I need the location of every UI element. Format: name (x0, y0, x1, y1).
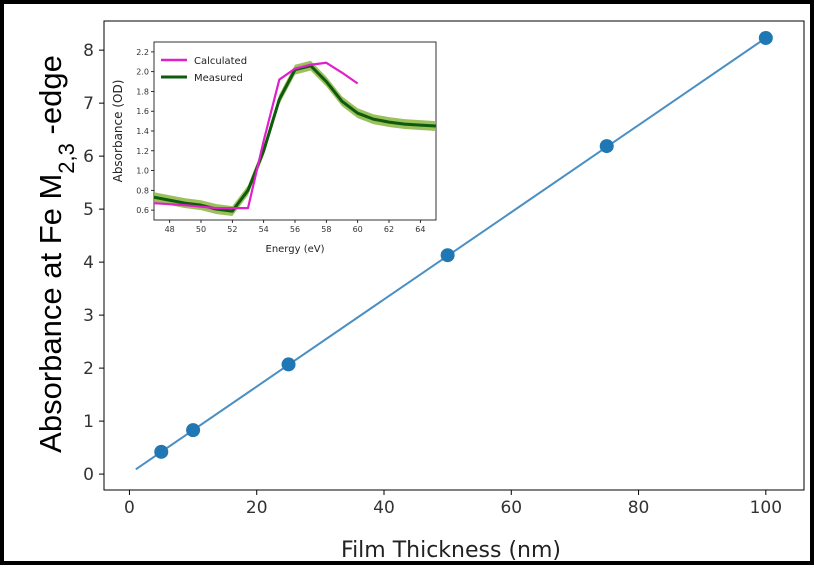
measured-noise-band (154, 60, 436, 217)
legend-label-calculated: Calculated (194, 56, 247, 67)
inset-y-tick-label: 1.2 (136, 147, 149, 156)
inset-x-tick-label: 48 (165, 225, 175, 234)
inset-y-tick-label: 1.4 (136, 127, 149, 136)
data-point (758, 30, 773, 45)
inset-x-tick-label: 58 (321, 225, 331, 234)
data-point (599, 139, 614, 154)
calculated-line (154, 61, 359, 210)
inset-y-tick-label: 1.8 (136, 87, 149, 96)
y-tick-label: 5 (83, 200, 94, 220)
y-tick-label: 4 (83, 253, 94, 273)
data-point (440, 248, 455, 263)
y-tick-label: 0 (83, 465, 94, 485)
chart-svg: Absorbance at Fe M2,3 -edge Film Thickne… (33, 20, 805, 563)
inset-y-tick-label: 0.8 (136, 186, 149, 195)
inset-y-tick-label: 1.0 (136, 167, 149, 176)
x-tick-label: 40 (373, 498, 395, 518)
y-tick-label: 2 (83, 359, 94, 379)
inset-y-tick-label: 2.2 (136, 48, 149, 57)
x-tick-label: 0 (124, 498, 135, 518)
inset-y-tick-label: 2.0 (136, 68, 149, 77)
inset-x-tick-label: 54 (259, 225, 269, 234)
y-tick-label: 1 (83, 412, 94, 432)
inset-x-label: Energy (eV) (266, 244, 325, 255)
inset-x-tick-label: 60 (353, 225, 363, 234)
data-point (186, 423, 201, 438)
data-point (154, 444, 169, 459)
y-tick-label: 8 (83, 41, 94, 61)
x-tick-label: 80 (628, 498, 650, 518)
legend-label-measured: Measured (194, 73, 243, 84)
y-tick-label: 3 (83, 306, 94, 326)
inset-y-tick-label: 0.6 (136, 206, 149, 215)
inset-x-tick-label: 50 (196, 225, 206, 234)
y-tick-label: 7 (83, 94, 94, 114)
inset-x-tick-label: 64 (415, 225, 425, 234)
inset-y-label: Absorbance (OD) (111, 80, 125, 183)
inset-series-group (154, 60, 436, 217)
data-point (281, 357, 296, 372)
x-tick-label: 60 (500, 498, 522, 518)
inset-x-tick-label: 56 (290, 225, 300, 234)
inset-x-tick-label: 62 (384, 225, 394, 234)
inset-plot: 48 50 52 54 56 58 60 62 64 0.6 0.8 1.0 1.2 1.4 1.6 1.8 2… (111, 41, 437, 255)
inset-y-tick-label: 1.6 (136, 107, 149, 116)
x-tick-label: 100 (750, 498, 782, 518)
main-x-label: Film Thickness (nm) (341, 538, 561, 563)
y-tick-label: 6 (83, 147, 94, 167)
inset-x-tick-label: 52 (227, 225, 237, 234)
main-y-label: Absorbance at Fe M2,3 -edge (33, 55, 79, 453)
x-tick-label: 20 (246, 498, 268, 518)
